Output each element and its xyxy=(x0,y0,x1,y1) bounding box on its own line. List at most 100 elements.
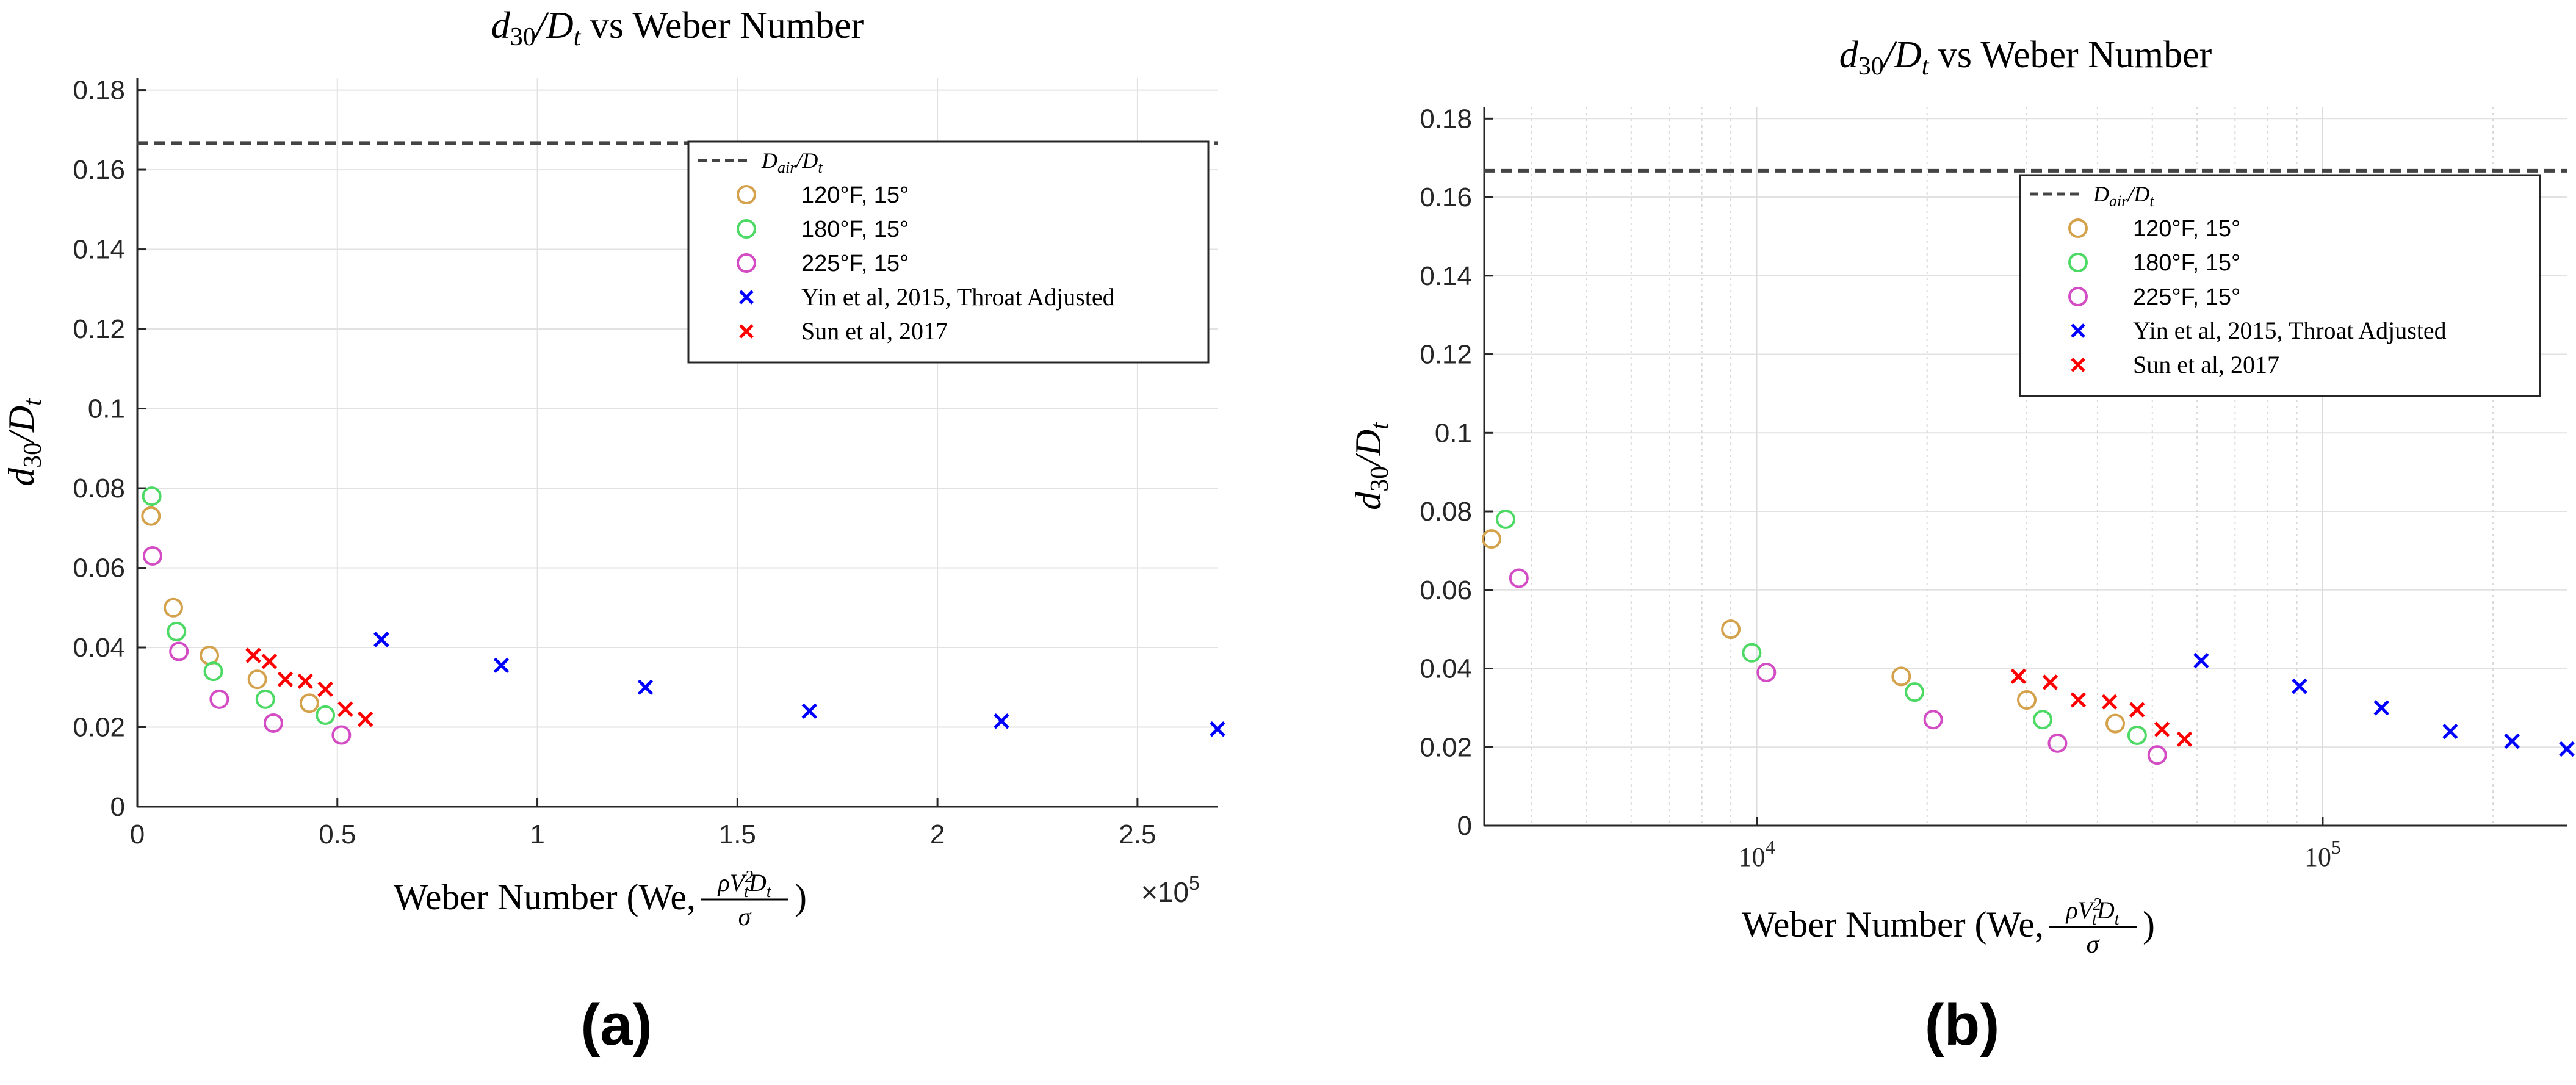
data-point xyxy=(169,641,189,661)
y-tick-label: 0.16 xyxy=(1420,182,1472,212)
data-point xyxy=(1482,529,1502,549)
x-tick-label: 0.5 xyxy=(319,820,356,849)
data-point xyxy=(2292,678,2307,694)
y-tick-label: 0.14 xyxy=(1420,261,1472,291)
y-axis-label: d30/Dt xyxy=(1348,422,1394,510)
y-tick-label: 0.02 xyxy=(73,713,125,743)
x-axis-label-text: Weber Number (We, xyxy=(394,877,696,917)
y-tick-label: 0 xyxy=(1457,811,1472,841)
data-point xyxy=(1923,710,1943,730)
x-tick-label: 1 xyxy=(530,820,544,849)
legend-swatch-1 xyxy=(2068,253,2088,272)
y-tick-label: 0.06 xyxy=(1420,575,1472,605)
data-point xyxy=(164,597,183,618)
y-tick-label: 0.1 xyxy=(1435,418,1472,448)
legend-label-reference: Dair/Dt xyxy=(2093,182,2154,210)
data-point xyxy=(200,646,219,666)
data-point xyxy=(2559,741,2575,757)
chart-b: 0 0.02 0.04 0.06 0.08 0.1 0.12 0.14 0.16 0.18 104 1… xyxy=(1348,34,2575,959)
x-axis-label-close: ) xyxy=(2143,904,2155,945)
data-point xyxy=(493,657,510,674)
data-point xyxy=(2017,690,2037,710)
legend-label-4: Sun et al, 2017 xyxy=(801,317,948,345)
data-point xyxy=(167,621,187,641)
series-1 xyxy=(142,486,336,725)
data-point xyxy=(1742,643,1762,663)
legend-label-2: 225°F, 15° xyxy=(2133,284,2240,310)
legend-label-1: 180°F, 15° xyxy=(801,217,909,242)
data-point xyxy=(2176,731,2193,748)
data-point xyxy=(263,713,283,733)
data-point xyxy=(373,632,389,647)
data-point xyxy=(2154,721,2170,738)
data-point xyxy=(2105,713,2126,734)
data-point xyxy=(994,713,1009,729)
x-tick-label: 1.5 xyxy=(719,820,756,849)
legend-box xyxy=(2019,174,2541,397)
y-tick-label: 0.02 xyxy=(1420,732,1472,762)
data-point xyxy=(2504,733,2520,749)
y-tick-label: 0.18 xyxy=(1420,104,1472,134)
y-tick-label: 0.06 xyxy=(73,553,125,583)
data-point xyxy=(209,689,229,709)
chart-title: d30/Dt vs Weber Number xyxy=(491,5,864,51)
data-point xyxy=(299,693,319,713)
legend-swatch-4 xyxy=(2071,358,2085,372)
legend-label-4: Sun et al, 2017 xyxy=(2133,351,2279,378)
x-axis-label-text: Weber Number (We, xyxy=(1742,904,2044,945)
legend-swatch-3 xyxy=(2071,323,2085,338)
y-tick-label: 0.12 xyxy=(73,314,125,344)
data-point xyxy=(357,711,373,727)
series-3 xyxy=(373,632,1225,737)
chart-title: d30/Dt vs Weber Number xyxy=(1839,34,2212,81)
data-point xyxy=(2033,710,2053,730)
x-axis-label-denominator: σ xyxy=(2087,931,2101,959)
legend-label-1: 180°F, 15° xyxy=(2133,250,2240,276)
data-point xyxy=(255,689,275,709)
series-0 xyxy=(141,506,319,713)
y-tick-label: 0.04 xyxy=(73,633,125,663)
data-point xyxy=(2070,692,2087,708)
data-point xyxy=(2129,702,2145,718)
legend-label-0: 120°F, 15° xyxy=(801,182,909,208)
data-point xyxy=(1891,666,1911,687)
data-point xyxy=(141,506,161,526)
x-axis-label-close: ) xyxy=(795,877,807,917)
x-exponent-label: ×105 xyxy=(1141,872,1200,908)
legend-label-3: Yin et al, 2015, Throat Adjusted xyxy=(801,283,1115,311)
data-point xyxy=(261,654,278,669)
x-tick-label: 104 xyxy=(1739,836,1775,872)
legend: Dair/Dt 120°F, 15° 180°F, 15° 225°F, 15° Yin… xyxy=(687,140,1210,364)
legend: Dair/Dt 120°F, 15° 180°F, 15° 225°F, 15° Yin… xyxy=(2019,174,2541,397)
data-point xyxy=(1905,682,1925,702)
data-point xyxy=(801,703,818,719)
data-point xyxy=(2147,745,2167,765)
y-tick-label: 0.08 xyxy=(73,474,125,503)
data-point xyxy=(337,701,353,717)
series-4 xyxy=(2010,668,2193,748)
x-axis-label-numerator: ρV2 tDt xyxy=(716,868,771,901)
legend-swatch-2 xyxy=(2068,287,2088,306)
series-4 xyxy=(245,647,373,727)
x-tick-label: 2.5 xyxy=(1119,820,1156,849)
x-tick-label: 2 xyxy=(930,820,945,849)
y-tick-label: 0 xyxy=(110,792,125,822)
data-point xyxy=(2373,700,2389,716)
legend-label-3: Yin et al, 2015, Throat Adjusted xyxy=(2133,317,2447,344)
panel-label-b: (b) xyxy=(1925,992,2000,1058)
legend-label-reference: Dair/Dt xyxy=(761,148,823,176)
x-axis-label-numerator: ρV2 tDt xyxy=(2065,895,2120,929)
x-tick-label: 105 xyxy=(2304,836,2341,872)
legend-swatch-0 xyxy=(2068,218,2088,238)
legend-box xyxy=(687,140,1210,364)
data-point xyxy=(2010,668,2027,685)
data-point xyxy=(1756,662,1777,682)
panel-label-a: (a) xyxy=(580,992,652,1058)
data-point xyxy=(2047,733,2068,753)
data-point xyxy=(277,671,294,687)
data-point xyxy=(203,661,223,682)
legend-swatch-0 xyxy=(737,185,756,204)
data-point xyxy=(142,486,162,506)
legend-swatch-4 xyxy=(739,324,754,339)
